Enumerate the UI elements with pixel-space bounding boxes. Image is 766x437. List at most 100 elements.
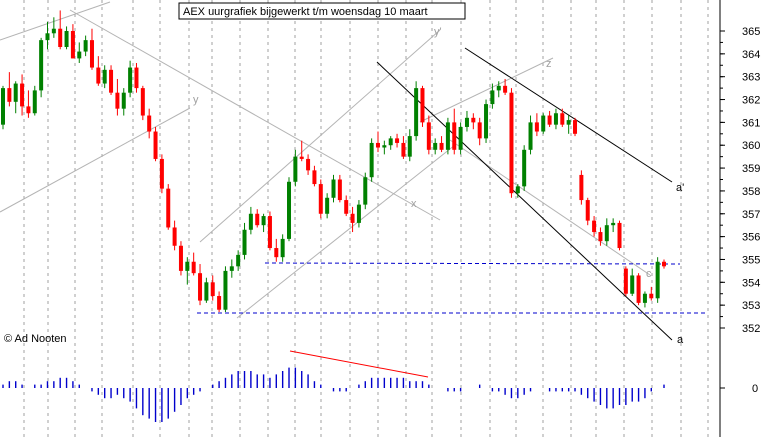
- candle-body: [598, 232, 603, 242]
- candle-body: [579, 174, 584, 201]
- candle-body: [503, 85, 508, 93]
- candle-body: [496, 85, 501, 91]
- osc-tick-label: 0: [752, 383, 758, 395]
- candle-body: [102, 69, 107, 84]
- candle-body: [604, 225, 609, 242]
- candle-body: [140, 88, 145, 116]
- candle-body: [547, 115, 552, 125]
- trendline-a: [376, 61, 673, 341]
- candle-body: [166, 188, 171, 228]
- candle-body: [58, 28, 63, 47]
- candle-body: [172, 227, 177, 246]
- candle-body: [236, 254, 241, 267]
- candle-body: [178, 245, 183, 271]
- candle-body: [611, 222, 616, 226]
- candle-body: [401, 142, 406, 157]
- trendline-down-long: [69, 9, 441, 221]
- candle-body: [70, 31, 75, 59]
- candle-body: [388, 138, 393, 146]
- candle-body: [452, 122, 457, 150]
- candle-body: [528, 122, 533, 150]
- candle-body: [566, 120, 571, 125]
- candle-body: [515, 186, 520, 194]
- candle-body: [20, 83, 25, 107]
- candle-body: [229, 266, 234, 271]
- title-box: [178, 2, 466, 20]
- candle-body: [477, 122, 482, 139]
- label-y: y: [193, 94, 199, 106]
- candle-body: [121, 92, 126, 109]
- candle-body: [293, 156, 298, 182]
- candle-body: [83, 40, 88, 52]
- label-x: x: [411, 198, 417, 210]
- candle-body: [414, 88, 419, 137]
- candle-body: [261, 216, 266, 226]
- candle-body: [26, 106, 31, 114]
- candle-body: [287, 181, 292, 239]
- candle-body: [39, 40, 44, 91]
- candle-body: [649, 293, 654, 299]
- candle-body: [445, 122, 450, 150]
- grid-lines: [23, 0, 709, 437]
- candle-body: [280, 238, 285, 258]
- candle-body: [242, 229, 247, 255]
- price-tick-label: 363: [742, 72, 760, 84]
- copyright-text: © Ad Nooten: [4, 333, 67, 345]
- candle-body: [630, 275, 635, 294]
- candle-body: [636, 275, 641, 303]
- candle-body: [522, 149, 527, 187]
- price-tick-label: 352: [742, 323, 760, 335]
- candle-body: [109, 69, 114, 93]
- candle-body: [312, 170, 317, 185]
- candle-body: [541, 115, 546, 132]
- candle-body: [592, 220, 597, 233]
- candle-body: [623, 268, 628, 294]
- candle-body: [1, 88, 5, 125]
- candle-body: [325, 197, 330, 214]
- price-tick-label: 357: [742, 209, 760, 221]
- candle-body: [458, 126, 463, 150]
- candle-body: [198, 273, 203, 301]
- candle-body: [191, 261, 196, 274]
- candle-body: [128, 67, 133, 93]
- candle-body: [375, 142, 380, 148]
- candle-body: [585, 200, 590, 221]
- candle-body: [32, 90, 37, 114]
- candle-body: [267, 216, 272, 249]
- candle-body: [363, 177, 368, 205]
- candle-body: [89, 40, 94, 68]
- candle-body: [134, 67, 139, 89]
- candle-body: [573, 120, 578, 134]
- candle-body: [115, 92, 120, 109]
- candle-body: [490, 90, 495, 105]
- candle-body: [560, 113, 565, 125]
- price-tick-label: 353: [742, 300, 760, 312]
- candle-body: [185, 261, 190, 271]
- price-tick-label: 356: [742, 232, 760, 244]
- candle-body: [210, 282, 215, 297]
- price-tick-label: 359: [742, 163, 760, 175]
- label-yprime: y': [434, 26, 442, 38]
- candle-body: [217, 296, 222, 310]
- candle-body: [617, 222, 622, 249]
- label-aprime: a': [676, 182, 684, 194]
- trend-lines: [0, 1, 705, 378]
- label-z: z: [546, 58, 552, 70]
- candle-body: [255, 213, 260, 226]
- candle-body: [642, 293, 647, 303]
- candle-body: [45, 33, 50, 41]
- price-tick-label: 362: [742, 95, 760, 107]
- price-tick-label: 358: [742, 186, 760, 198]
- resistance-line: [264, 262, 681, 265]
- candle-body: [662, 261, 666, 267]
- price-tick-label: 360: [742, 140, 760, 152]
- trendline-aprime: [464, 47, 673, 183]
- candle-body: [655, 261, 660, 299]
- candle-body: [299, 156, 304, 159]
- price-tick-label: 354: [742, 277, 760, 289]
- trendline-x-lower: [236, 144, 456, 319]
- candle-body: [337, 179, 342, 201]
- candle-body: [471, 117, 476, 123]
- candle-body: [13, 83, 18, 102]
